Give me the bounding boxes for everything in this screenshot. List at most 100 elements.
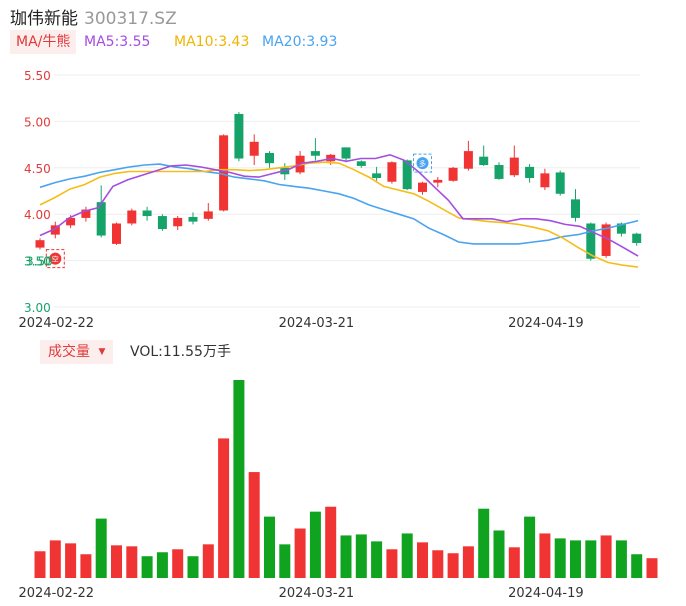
candle-body [96,202,106,236]
volume-bar [202,544,214,578]
candle-body [173,217,183,227]
volume-bar [631,554,643,578]
candle-body [66,217,76,226]
volume-bar [172,549,184,578]
candle-body [142,210,152,217]
volume-bar [386,549,398,578]
volume-legend: VOL:11.55万手 [130,344,231,360]
volume-bar [615,540,627,578]
y-tick-label: 4.50 [24,162,51,176]
low-icon-label: 空 [52,255,59,264]
volume-bar [478,508,490,578]
high-icon-label: 多 [419,159,426,168]
candle-body [188,216,198,222]
candle-body [402,160,412,190]
volume-bar [462,546,474,578]
candle-body [356,161,366,166]
chevron-down-icon: ▼ [98,347,106,357]
volume-bar [248,472,260,578]
price-markers: 空3.50 多 [26,153,432,269]
candle-body [632,233,642,243]
volume-indicator-tag[interactable]: 成交量 ▼ [40,340,114,364]
bear-icon [49,252,62,265]
volume-bar [447,553,459,578]
volume-bar [218,438,230,578]
volume-bar [600,535,612,578]
x-tick-label: 2024-03-21 [279,316,355,331]
volume-bar [585,540,597,578]
candle-body [341,147,351,159]
bull-icon [416,157,429,170]
volume-bar [233,380,245,578]
ma20-legend: MA20:3.93 [262,34,338,50]
ma-mode-tag[interactable]: MA/牛熊 [10,30,77,54]
volume-bar [508,547,520,578]
candle-body [448,167,458,181]
candle-body [463,151,473,169]
y-tick-label: 3.00 [24,301,51,315]
y-tick-label: 3.50 [24,255,51,269]
volume-bar [371,541,383,578]
candle-body [433,179,443,183]
volume-bar [524,516,536,578]
volume-bar [646,558,658,578]
price-axis: 5.50 5.00 4.50 4.00 3.50 3.00 [24,69,51,315]
volume-bar [417,542,428,578]
candle-body [310,151,320,156]
volume-bar [264,516,275,578]
candle-body [494,165,504,179]
y-tick-label: 4.00 [24,208,51,222]
volume-bar [325,506,337,578]
y-tick-label: 5.50 [24,69,51,83]
volume-bar [34,551,46,578]
ma10-legend: MA10:3.43 [174,34,250,50]
date-axis: 2024-02-22 2024-02-22 2024-03-21 2024-03-21… [19,316,584,601]
high-marker-frame [413,153,432,173]
candle-body [372,173,382,179]
volume-bar [126,546,138,578]
volume-bar [309,511,321,578]
stock-name: 珈伟新能 [10,9,78,29]
candle-body [203,211,213,219]
candle-body [81,209,91,218]
candle-body [571,199,580,218]
x-tick-label: 2024-02-22 [19,586,95,601]
moving-average-lines [39,153,639,268]
volume-bar [493,530,505,578]
ma20-line [39,163,639,245]
volume-bar [49,540,61,578]
candle-body [112,223,121,244]
candle-body [555,172,565,194]
volume-bar [401,533,413,578]
volume-bar [187,556,199,578]
candle-body [601,224,611,256]
volume-bar [340,535,352,578]
x-tick-label: 2024-02-22 [19,316,95,331]
volume-tag-label: 成交量 [48,344,90,360]
volume-series [34,380,658,578]
low-marker-frame [45,249,65,269]
ma5-line [39,153,639,257]
candle-body [479,156,489,166]
candle-body [616,223,626,234]
candle-body [525,166,535,179]
page-title: 珈伟新能 300317.SZ [10,4,177,29]
volume-bar [355,534,367,578]
candle-body [219,135,229,211]
candle-body [387,162,397,182]
volume-bar [95,518,107,578]
x-tick-label: 2024-03-21 [279,586,355,601]
volume-bar [65,543,77,578]
volume-bar [156,552,168,578]
candle-body [418,182,427,192]
x-tick-label: 2024-04-19 [508,586,584,601]
candle-body [35,240,45,248]
candle-body [586,223,596,259]
x-tick-label: 2024-04-19 [508,316,584,331]
volume-bar [539,533,551,578]
ma10-line [39,161,639,268]
candle-body [234,113,244,159]
candlestick-series [35,112,642,261]
ma5-legend: MA5:3.55 [84,34,151,50]
